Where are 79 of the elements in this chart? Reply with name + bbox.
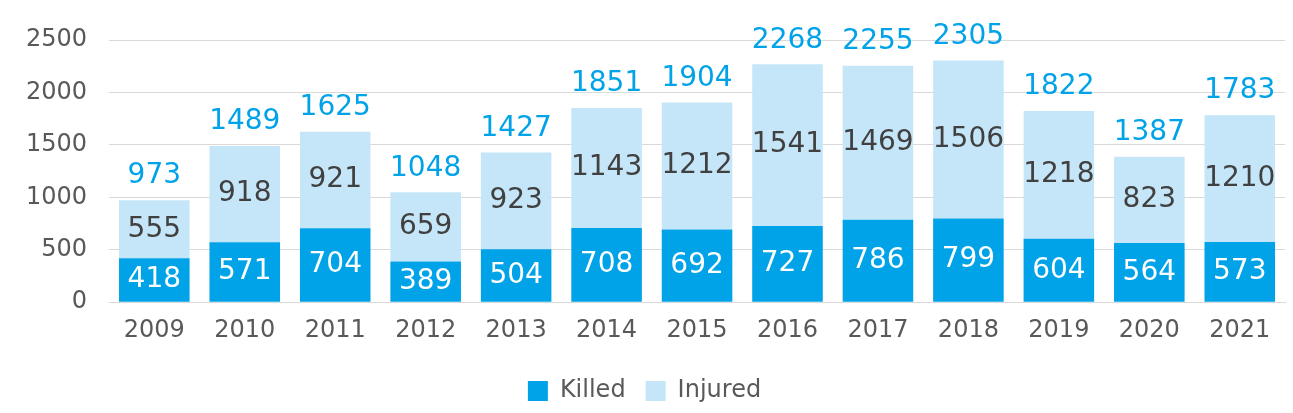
data-label: 604 xyxy=(1032,251,1086,285)
x-tick-label: 2011 xyxy=(304,314,366,343)
bar xyxy=(209,146,281,243)
data-label: 1506 xyxy=(932,120,1005,154)
y-tick-label: 500 xyxy=(41,233,88,262)
data-label: 504 xyxy=(489,256,543,290)
x-tick-label: 2009 xyxy=(123,314,185,343)
bar xyxy=(842,219,914,302)
bar xyxy=(390,192,461,262)
data-label: 1210 xyxy=(1204,159,1276,193)
y-tick-label: 1500 xyxy=(26,129,88,158)
total-label: 1427 xyxy=(480,109,552,143)
x-tick-label: 2021 xyxy=(1209,314,1271,343)
data-label: 918 xyxy=(218,175,272,209)
x-tick-label: 2019 xyxy=(1028,314,1090,343)
bar xyxy=(661,102,733,230)
data-label: 692 xyxy=(670,246,724,280)
x-tick-label: 2017 xyxy=(847,314,909,343)
data-label: 418 xyxy=(127,261,182,295)
data-label: 1218 xyxy=(1023,156,1095,190)
data-label: 659 xyxy=(398,208,453,242)
data-label: 571 xyxy=(218,253,272,287)
x-tick-label: 2016 xyxy=(756,314,819,343)
total-label: 973 xyxy=(127,157,182,191)
x-tick-label: 2010 xyxy=(214,314,276,343)
data-label: 1212 xyxy=(661,147,733,181)
data-label: 923 xyxy=(489,182,543,216)
bar xyxy=(1204,242,1276,302)
data-label: 564 xyxy=(1122,253,1177,287)
total-label: 1387 xyxy=(1113,114,1185,148)
total-label: 1625 xyxy=(299,89,371,123)
data-label: 704 xyxy=(308,246,362,280)
x-tick-label: 2014 xyxy=(576,314,638,343)
data-label: 921 xyxy=(308,161,362,195)
total-label: 1904 xyxy=(661,59,733,93)
y-tick-label: 1000 xyxy=(26,181,88,210)
x-tick-label: 2015 xyxy=(666,314,728,343)
data-label: 727 xyxy=(760,245,815,279)
bar xyxy=(752,64,823,226)
total-label: 2255 xyxy=(842,22,914,56)
data-label: 573 xyxy=(1213,253,1267,287)
bar xyxy=(842,65,914,220)
bar xyxy=(933,60,1004,219)
x-tick-label: 2012 xyxy=(395,314,457,343)
total-label: 2305 xyxy=(932,17,1005,51)
bar xyxy=(1204,115,1276,243)
bar xyxy=(571,227,642,302)
bar xyxy=(480,152,552,250)
data-label: 1469 xyxy=(842,124,914,158)
x-tick-label: 2018 xyxy=(937,314,999,343)
bar xyxy=(1023,111,1095,239)
bar xyxy=(933,218,1004,302)
bar xyxy=(299,131,371,229)
data-label: 823 xyxy=(1122,181,1177,215)
data-label: 1143 xyxy=(570,149,643,183)
y-tick-label: 2000 xyxy=(26,76,88,105)
data-label: 1541 xyxy=(751,126,824,160)
data-label: 389 xyxy=(398,262,453,296)
bar xyxy=(299,228,371,302)
total-label: 1489 xyxy=(209,103,281,137)
x-tick-label: 2020 xyxy=(1118,314,1180,343)
data-label: 786 xyxy=(851,242,905,276)
total-label: 1851 xyxy=(570,65,643,99)
legend-label: Killed xyxy=(559,375,626,404)
total-label: 1048 xyxy=(390,149,462,183)
bar xyxy=(209,242,281,302)
y-tick-label: 2500 xyxy=(26,24,88,53)
bar xyxy=(1114,156,1185,244)
data-label: 799 xyxy=(941,241,996,275)
bar xyxy=(571,108,642,228)
legend-label: Injured xyxy=(677,375,762,404)
bar xyxy=(752,225,823,302)
y-tick-label: 0 xyxy=(71,286,88,315)
data-label: 555 xyxy=(127,210,182,244)
data-label: 708 xyxy=(579,246,634,280)
total-label: 2268 xyxy=(751,21,824,55)
total-label: 1783 xyxy=(1204,72,1276,106)
x-tick-label: 2013 xyxy=(485,314,547,343)
total-label: 1822 xyxy=(1023,68,1095,102)
